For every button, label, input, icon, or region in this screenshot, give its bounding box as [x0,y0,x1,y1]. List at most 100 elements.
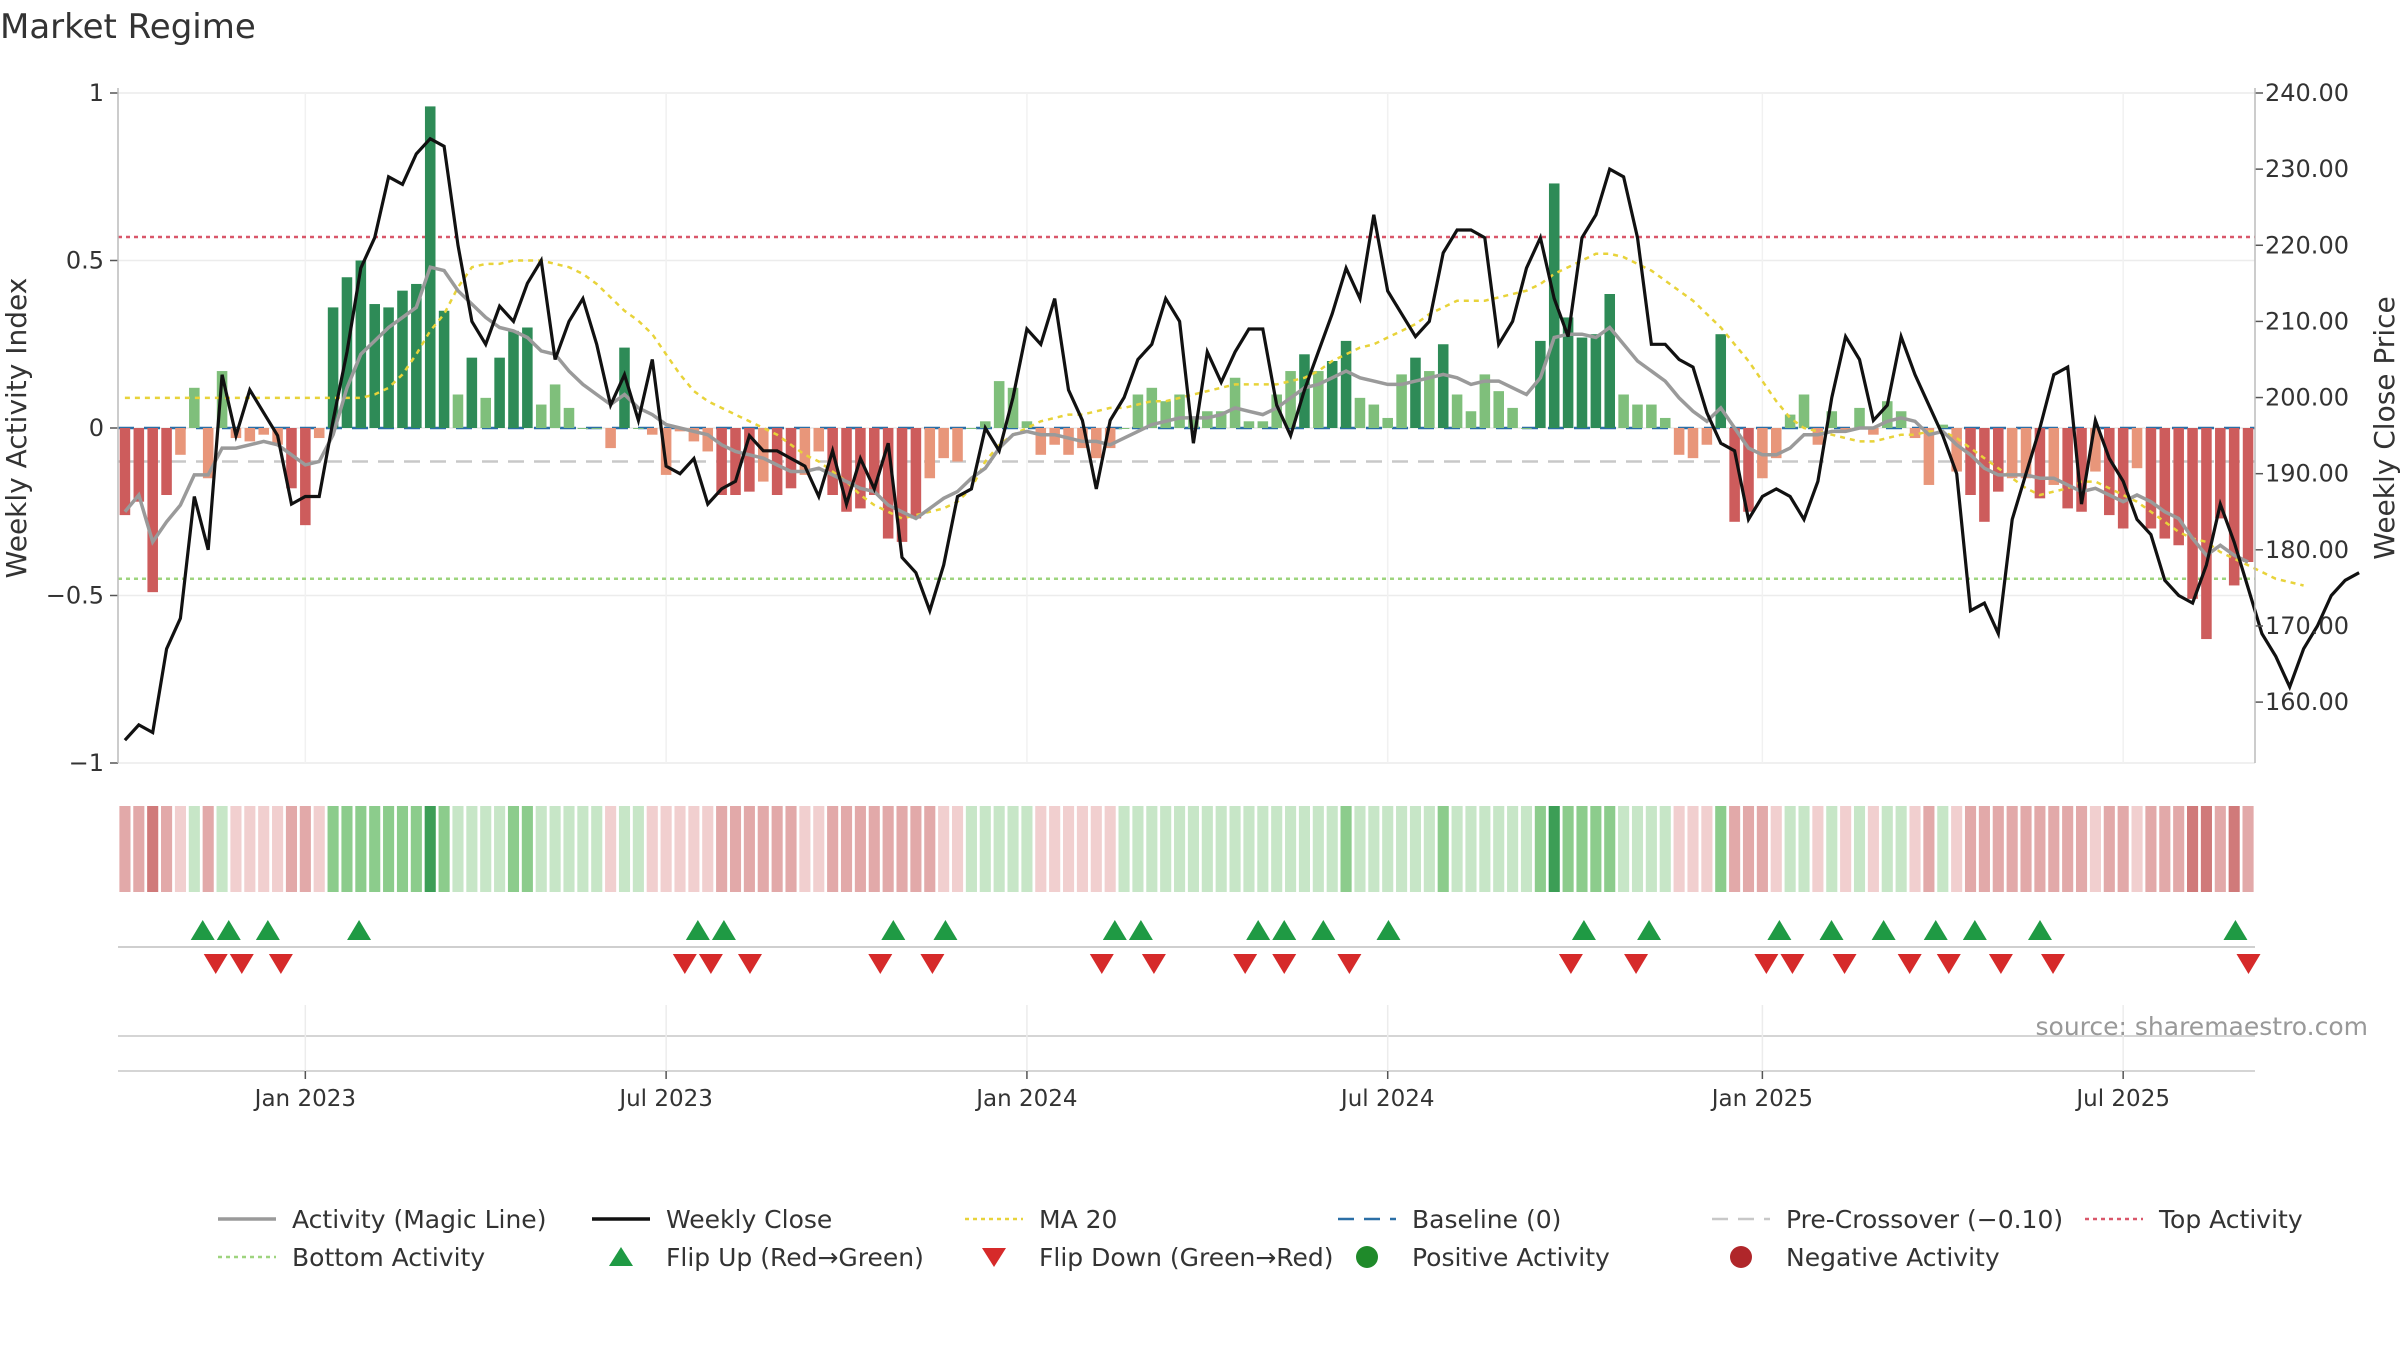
activity-bar [1396,374,1407,428]
regime-cell [716,806,728,892]
activity-bar [300,428,311,526]
regime-cell [313,806,325,892]
activity-bar [2076,428,2087,512]
flip-up-marker [1962,920,1987,940]
reference-lines [118,235,2255,580]
flip-down-marker [1988,954,2013,974]
activity-bar [799,428,811,475]
flip-down-marker [1558,954,1583,974]
regime-cell [396,806,409,892]
activity-bar [411,283,422,428]
regime-cell [1742,806,1755,892]
legend-swatch [609,1247,633,1266]
regime-cell [1465,806,1477,892]
activity-bar [744,428,755,492]
activity-bar [535,404,547,428]
activity-bar [646,428,658,435]
activity-bar [327,307,339,428]
regime-cell [1382,806,1394,892]
activity-bar [1410,357,1421,428]
regime-cell [1312,806,1324,892]
activity-bar [1854,407,1865,428]
regime-cell [1909,806,1921,892]
regime-cell [743,806,755,892]
regime-cell [632,806,644,892]
activity-bar [2006,428,2018,479]
activity-bar [2228,428,2240,586]
flip-up-marker [2027,920,2052,940]
right-tick-label: 180.00 [2265,536,2349,564]
activity-bar [605,428,616,449]
flip-up-marker [711,920,736,940]
activity-bar [1035,428,1047,455]
regime-cell [1881,806,1893,892]
flip-up-marker [1246,920,1271,940]
regime-cell [827,806,839,892]
activity-bar [2159,428,2171,539]
activity-bar [591,428,603,429]
right-axis-label: Weekly Close Price [2368,296,2400,559]
activity-bar [1479,374,1491,428]
flip-up-marker [255,920,280,940]
activity-bar [1826,411,1838,428]
activity-bar [202,428,214,479]
legend-label: Pre-Crossover (−0.10) [1786,1205,2063,1234]
flip-down-marker [2041,954,2066,974]
activity-bar [2201,428,2212,640]
regime-cell [1562,806,1574,892]
activity-bar [1063,428,1074,455]
regime-cell [1590,806,1602,892]
activity-bar [508,330,519,428]
legend-label: Flip Up (Red→Green) [666,1243,924,1272]
regime-cell [674,806,686,892]
left-tick-label: 1 [89,79,104,107]
regime-cell [438,806,450,892]
regime-cell [147,806,159,892]
regime-cell [563,806,575,892]
regime-cell [341,806,353,892]
activity-bar [1326,361,1338,428]
activity-bar [1979,428,1990,522]
regime-cell [1673,806,1685,892]
right-tick-label: 220.00 [2265,231,2349,259]
activity-bar [2173,428,2184,546]
flip-up-marker [1819,920,1844,940]
regime-cell [1493,806,1505,892]
source-label: source: sharemaestro.com [2036,1012,2369,1041]
flip-down-marker [1624,954,1649,974]
flip-down-marker [1233,954,1258,974]
regime-cell [1964,806,1977,892]
regime-cell [771,806,783,892]
regime-cell [230,806,242,892]
activity-bar [1424,371,1435,428]
activity-bar [1354,397,1366,428]
left-axis-label: Weekly Activity Index [0,278,33,579]
activity-bar [757,428,769,482]
activity-bar [147,428,158,593]
legend-swatch [1730,1246,1752,1268]
activity-bar [1437,344,1449,428]
regime-cell [188,806,200,892]
activity-bar [189,387,200,428]
regime-cell [702,806,714,892]
regime-cell [868,806,880,892]
regime-cell [2131,806,2143,892]
activity-bar [1507,407,1518,428]
regime-cell [1285,806,1297,892]
regime-cell [216,806,228,892]
activity-bar [1271,394,1282,428]
activity-bar [452,394,464,428]
regime-cell [1229,806,1241,892]
regime-cell [1756,806,1768,892]
regime-cell [507,806,520,892]
activity-bar [688,428,700,442]
activity-bar [924,428,936,479]
flip-down-marker [268,954,293,974]
activity-bar [1215,411,1227,428]
activity-bar [980,421,991,428]
activity-bar [2020,428,2032,479]
regime-cell [1118,806,1130,892]
flip-down-marker [1897,954,1922,974]
regime-cell [1840,806,1852,892]
activity-bar [2034,428,2046,499]
